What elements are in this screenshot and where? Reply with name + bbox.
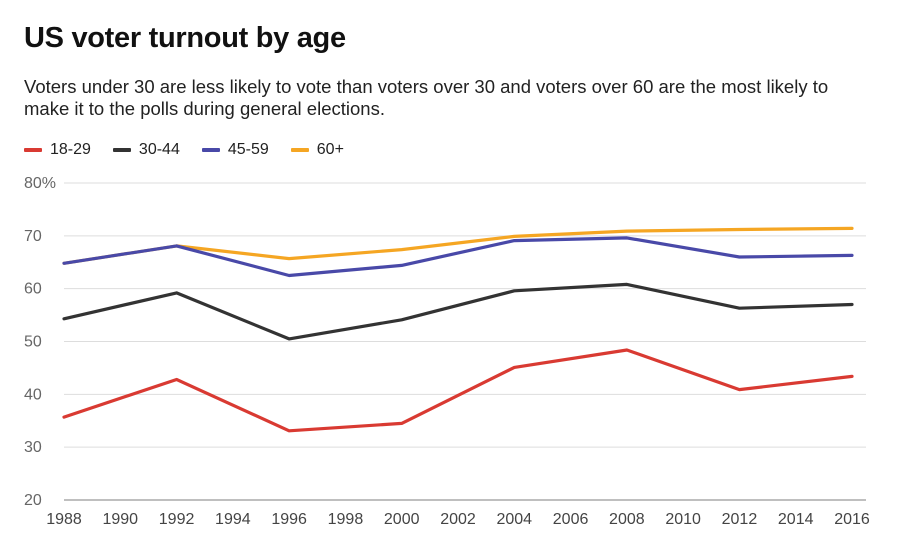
legend-item: 45-59 [201, 141, 269, 159]
x-tick-label: 2010 [665, 511, 701, 528]
y-tick-label: 40 [24, 386, 42, 403]
x-tick-label: 2004 [496, 511, 532, 528]
x-tick-label: 2012 [722, 511, 758, 528]
x-tick-label: 1988 [46, 511, 82, 528]
legend-swatch [24, 148, 42, 152]
x-tick-label: 1994 [215, 511, 251, 528]
x-tick-label: 2000 [384, 511, 420, 528]
x-tick-label: 2014 [778, 511, 814, 528]
legend: 18-29 30-44 45-59 60+ [24, 141, 366, 159]
legend-swatch [290, 148, 309, 152]
y-tick-label: 20 [24, 492, 42, 509]
x-tick-label: 1998 [328, 511, 364, 528]
chart-title: US voter turnout by age [24, 22, 346, 54]
x-tick-label: 2002 [440, 511, 476, 528]
x-tick-label: 1996 [271, 511, 307, 528]
x-tick-label: 2006 [553, 511, 589, 528]
series-line-45-59 [62, 236, 854, 278]
y-tick-label: 50 [24, 334, 42, 351]
legend-label: 30-44 [138, 141, 180, 158]
x-tick-label: 1990 [102, 511, 138, 528]
legend-swatch [112, 148, 131, 152]
series-line-30-44 [62, 282, 854, 341]
legend-item: 18-29 [24, 141, 91, 159]
legend-item: 60+ [290, 141, 344, 159]
legend-label: 60+ [316, 141, 344, 158]
x-tick-label: 2008 [609, 511, 645, 528]
legend-item: 30-44 [112, 141, 180, 159]
y-tick-label: 70 [24, 228, 42, 245]
y-tick-label: 30 [24, 439, 42, 456]
legend-label: 45-59 [227, 141, 269, 158]
legend-label: 18-29 [50, 141, 91, 158]
x-tick-label: 1992 [159, 511, 195, 528]
chart-subtitle: Voters under 30 are less likely to vote … [24, 76, 829, 119]
x-tick-label: 2016 [834, 511, 870, 528]
series-line-60+ [62, 226, 854, 265]
legend-swatch [201, 148, 220, 152]
y-tick-label: 60 [24, 281, 42, 298]
series-line-18-29 [62, 348, 854, 433]
y-tick-label: 80% [24, 175, 56, 192]
